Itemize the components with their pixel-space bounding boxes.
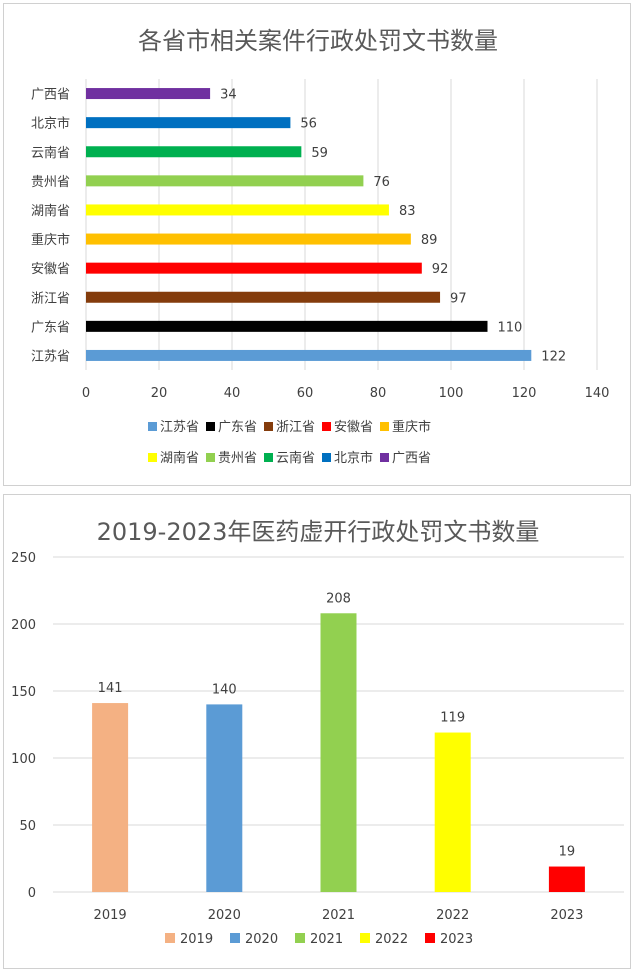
bar — [434, 732, 471, 892]
legend-swatch — [380, 453, 389, 462]
bar — [86, 146, 302, 158]
x-tick-label: 60 — [297, 386, 314, 401]
legend-swatch — [322, 453, 331, 462]
x-tick-label: 20 — [151, 386, 168, 401]
y-tick-label: 100 — [11, 752, 36, 767]
bar — [86, 233, 411, 245]
x-tick-label: 120 — [512, 386, 537, 401]
chart-title: 各省市相关案件行政处罚文书数量 — [138, 27, 498, 55]
bar — [206, 704, 243, 892]
x-category-label: 2022 — [436, 908, 469, 923]
legend-swatch — [148, 422, 157, 431]
y-category-label: 广西省 — [31, 88, 70, 103]
legend-label: 北京市 — [334, 450, 373, 466]
data-label: 208 — [326, 591, 351, 606]
legend-swatch — [165, 933, 175, 943]
year-bar-chart: 2019-2023年医药虚开行政处罚文书数量 0 50 100 150 200 250 141… — [11, 518, 624, 947]
x-tick-label: 0 — [82, 386, 90, 401]
legend-label: 2023 — [440, 932, 473, 947]
y-category-label: 贵州省 — [31, 175, 70, 190]
data-label: 59 — [311, 146, 328, 161]
y-category-label: 安徽省 — [31, 262, 70, 277]
data-label: 141 — [98, 681, 123, 696]
bar — [86, 204, 389, 216]
legend-swatch — [295, 933, 305, 943]
legend-label: 2021 — [310, 932, 343, 947]
y-tick-label: 0 — [28, 886, 36, 901]
legend-swatch — [264, 453, 273, 462]
legend-label: 浙江省 — [276, 420, 315, 435]
y-category-label: 浙江省 — [31, 291, 70, 306]
x-category-label: 2019 — [94, 908, 127, 923]
legend-swatch — [206, 422, 215, 431]
bar — [86, 175, 364, 187]
legend-swatch — [206, 453, 215, 462]
data-label: 110 — [498, 320, 523, 335]
legend-swatch — [425, 933, 435, 943]
data-label: 76 — [373, 175, 390, 190]
y-category-label: 广东省 — [31, 320, 70, 335]
data-label: 92 — [432, 262, 449, 277]
x-category-label: 2021 — [322, 908, 355, 923]
data-label: 34 — [220, 88, 237, 103]
legend-label: 广东省 — [218, 420, 257, 435]
y-category-label: 湖南省 — [31, 203, 70, 219]
legend-swatch — [322, 422, 331, 431]
data-label: 19 — [559, 845, 576, 860]
y-tick-label: 50 — [19, 819, 36, 834]
x-tick-label: 80 — [370, 386, 387, 401]
x-category-label: 2020 — [208, 908, 241, 923]
legend-swatch — [230, 933, 240, 943]
legend-label: 江苏省 — [160, 419, 199, 435]
province-bar-chart: 各省市相关案件行政处罚文书数量 0 20 40 60 80 100 120 140 122 江苏省 1… — [31, 27, 610, 466]
bar — [86, 117, 291, 129]
data-label: 119 — [440, 711, 465, 726]
data-label: 140 — [212, 682, 237, 697]
legend-label: 2022 — [375, 932, 408, 947]
bar — [86, 88, 211, 100]
legend-swatch — [148, 453, 157, 462]
y-category-label: 江苏省 — [31, 348, 70, 364]
bar — [92, 703, 129, 892]
legend-label: 湖南省 — [160, 450, 199, 466]
chart-title: 2019-2023年医药虚开行政处罚文书数量 — [97, 518, 540, 546]
legend-label: 2020 — [245, 932, 278, 947]
data-label: 122 — [541, 349, 566, 364]
legend-label: 重庆市 — [392, 419, 431, 435]
bar — [320, 613, 357, 892]
data-label: 89 — [421, 233, 438, 248]
y-category-label: 北京市 — [31, 116, 70, 132]
legend-label: 2019 — [180, 932, 213, 947]
bar — [86, 291, 441, 303]
bar — [86, 349, 532, 361]
bar — [548, 866, 585, 892]
data-label: 97 — [450, 291, 467, 306]
legend-label: 贵州省 — [218, 451, 257, 466]
x-tick-label: 40 — [224, 386, 241, 401]
chart-panel-years: 2019-2023年医药虚开行政处罚文书数量 0 50 100 150 200 250 141… — [3, 494, 631, 969]
legend-label: 云南省 — [276, 450, 315, 466]
bar — [86, 320, 488, 332]
y-tick-label: 150 — [11, 685, 36, 700]
legend-swatch — [264, 422, 273, 431]
legend-label: 安徽省 — [334, 420, 373, 435]
y-category-label: 云南省 — [31, 145, 70, 161]
legend-label: 广西省 — [392, 451, 431, 466]
y-tick-label: 250 — [11, 551, 36, 566]
x-tick-label: 140 — [585, 386, 610, 401]
bar — [86, 262, 422, 274]
y-tick-label: 200 — [11, 618, 36, 633]
x-tick-label: 100 — [439, 386, 464, 401]
x-category-label: 2023 — [550, 908, 583, 923]
chart-panel-provinces: 各省市相关案件行政处罚文书数量 0 20 40 60 80 100 120 140 122 江苏省 1… — [3, 3, 631, 486]
legend-swatch — [380, 422, 389, 431]
legend-swatch — [360, 933, 370, 943]
data-label: 83 — [399, 204, 416, 219]
data-label: 56 — [300, 117, 317, 132]
y-category-label: 重庆市 — [31, 232, 70, 248]
